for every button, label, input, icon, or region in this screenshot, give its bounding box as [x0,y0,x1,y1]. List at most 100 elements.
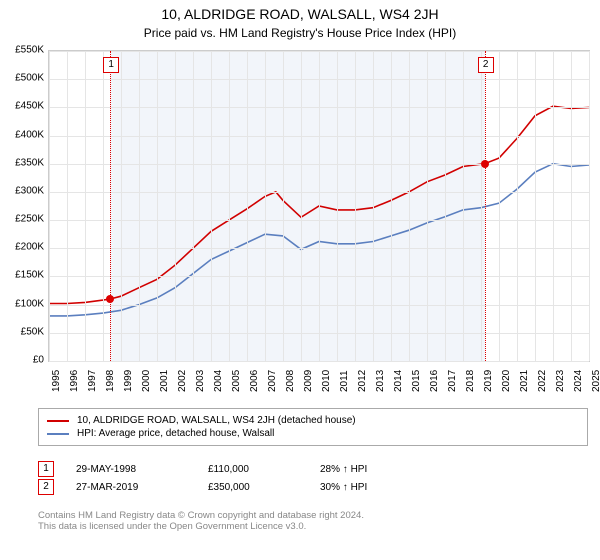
gridline-v [319,51,320,361]
gridline-v [409,51,410,361]
attribution-footer: Contains HM Land Registry data © Crown c… [38,510,588,532]
x-tick-label: 2004 [213,370,224,392]
x-tick-label: 1997 [87,370,98,392]
gridline-v [247,51,248,361]
marker-label-2: 2 [478,57,494,73]
x-tick-label: 2013 [375,370,386,392]
sale-marker-icon: 2 [38,479,54,495]
x-tick-label: 2012 [357,370,368,392]
x-tick-label: 2000 [141,370,152,392]
gridline-v [445,51,446,361]
x-tick-label: 2001 [159,370,170,392]
y-tick-label: £400K [2,129,44,140]
legend-swatch [47,433,69,435]
x-tick-label: 2015 [411,370,422,392]
x-tick-label: 1995 [51,370,62,392]
gridline-v [373,51,374,361]
marker-dot-1 [106,295,114,303]
gridline-v [265,51,266,361]
gridline-h [49,361,589,362]
sale-row: 2 27-MAR-2019 £350,000 30% ↑ HPI [38,478,588,496]
sale-marker-icon: 1 [38,461,54,477]
marker-line-1 [110,51,111,361]
gridline-v [499,51,500,361]
x-tick-label: 1999 [123,370,134,392]
x-tick-label: 2016 [429,370,440,392]
x-tick-label: 2007 [267,370,278,392]
x-tick-label: 2020 [501,370,512,392]
gridline-v [481,51,482,361]
x-tick-label: 2005 [231,370,242,392]
x-tick-label: 2017 [447,370,458,392]
sale-delta: 30% ↑ HPI [320,482,367,493]
marker-label-1: 1 [103,57,119,73]
legend-label: 10, ALDRIDGE ROAD, WALSALL, WS4 2JH (det… [77,415,356,426]
gridline-v [301,51,302,361]
gridline-v [535,51,536,361]
figure-container: 10, ALDRIDGE ROAD, WALSALL, WS4 2JH Pric… [0,0,600,560]
gridline-v [517,51,518,361]
x-tick-label: 2024 [573,370,584,392]
sales-table: 129-MAY-1998£110,00028% ↑ HPI2 27-MAR-201… [38,460,588,496]
x-tick-label: 1996 [69,370,80,392]
sale-date: 27-MAR-2019 [76,482,186,493]
x-tick-label: 2014 [393,370,404,392]
gridline-v [589,51,590,361]
chart-plot-area: 12 [48,50,590,362]
marker-dot-2 [481,160,489,168]
y-tick-label: £50K [2,326,44,337]
gridline-v [229,51,230,361]
legend-swatch [47,420,69,422]
gridline-v [85,51,86,361]
x-tick-label: 2023 [555,370,566,392]
y-tick-label: £300K [2,185,44,196]
y-tick-label: £200K [2,242,44,253]
legend-row: 10, ALDRIDGE ROAD, WALSALL, WS4 2JH (det… [47,414,579,427]
gridline-v [391,51,392,361]
y-tick-label: £500K [2,73,44,84]
chart-title: 10, ALDRIDGE ROAD, WALSALL, WS4 2JH [0,0,600,22]
y-tick-label: £150K [2,270,44,281]
x-tick-label: 2003 [195,370,206,392]
gridline-v [427,51,428,361]
gridline-v [211,51,212,361]
sale-price: £350,000 [208,482,298,493]
x-tick-label: 2011 [339,370,350,392]
y-tick-label: £550K [2,45,44,56]
footer-line-2: This data is licensed under the Open Gov… [38,521,588,532]
gridline-v [355,51,356,361]
gridline-v [193,51,194,361]
gridline-v [553,51,554,361]
x-tick-label: 2002 [177,370,188,392]
y-tick-label: £100K [2,298,44,309]
sale-price: £110,000 [208,464,298,475]
x-tick-label: 2006 [249,370,260,392]
gridline-v [337,51,338,361]
gridline-v [67,51,68,361]
y-tick-label: £250K [2,214,44,225]
x-tick-label: 2022 [537,370,548,392]
gridline-v [103,51,104,361]
x-tick-label: 2021 [519,370,530,392]
gridline-v [283,51,284,361]
gridline-v [121,51,122,361]
sale-row: 129-MAY-1998£110,00028% ↑ HPI [38,460,588,478]
x-tick-label: 2010 [321,370,332,392]
gridline-v [175,51,176,361]
chart-subtitle: Price paid vs. HM Land Registry's House … [0,22,600,40]
legend-row: HPI: Average price, detached house, Wals… [47,427,579,440]
gridline-v [463,51,464,361]
gridline-v [139,51,140,361]
x-tick-label: 1998 [105,370,116,392]
legend-box: 10, ALDRIDGE ROAD, WALSALL, WS4 2JH (det… [38,408,588,446]
y-tick-label: £350K [2,157,44,168]
gridline-v [571,51,572,361]
x-tick-label: 2019 [483,370,494,392]
y-tick-label: £0 [2,355,44,366]
marker-line-2 [485,51,486,361]
x-tick-label: 2008 [285,370,296,392]
x-tick-label: 2025 [591,370,600,392]
footer-line-1: Contains HM Land Registry data © Crown c… [38,510,588,521]
x-tick-label: 2009 [303,370,314,392]
gridline-v [49,51,50,361]
